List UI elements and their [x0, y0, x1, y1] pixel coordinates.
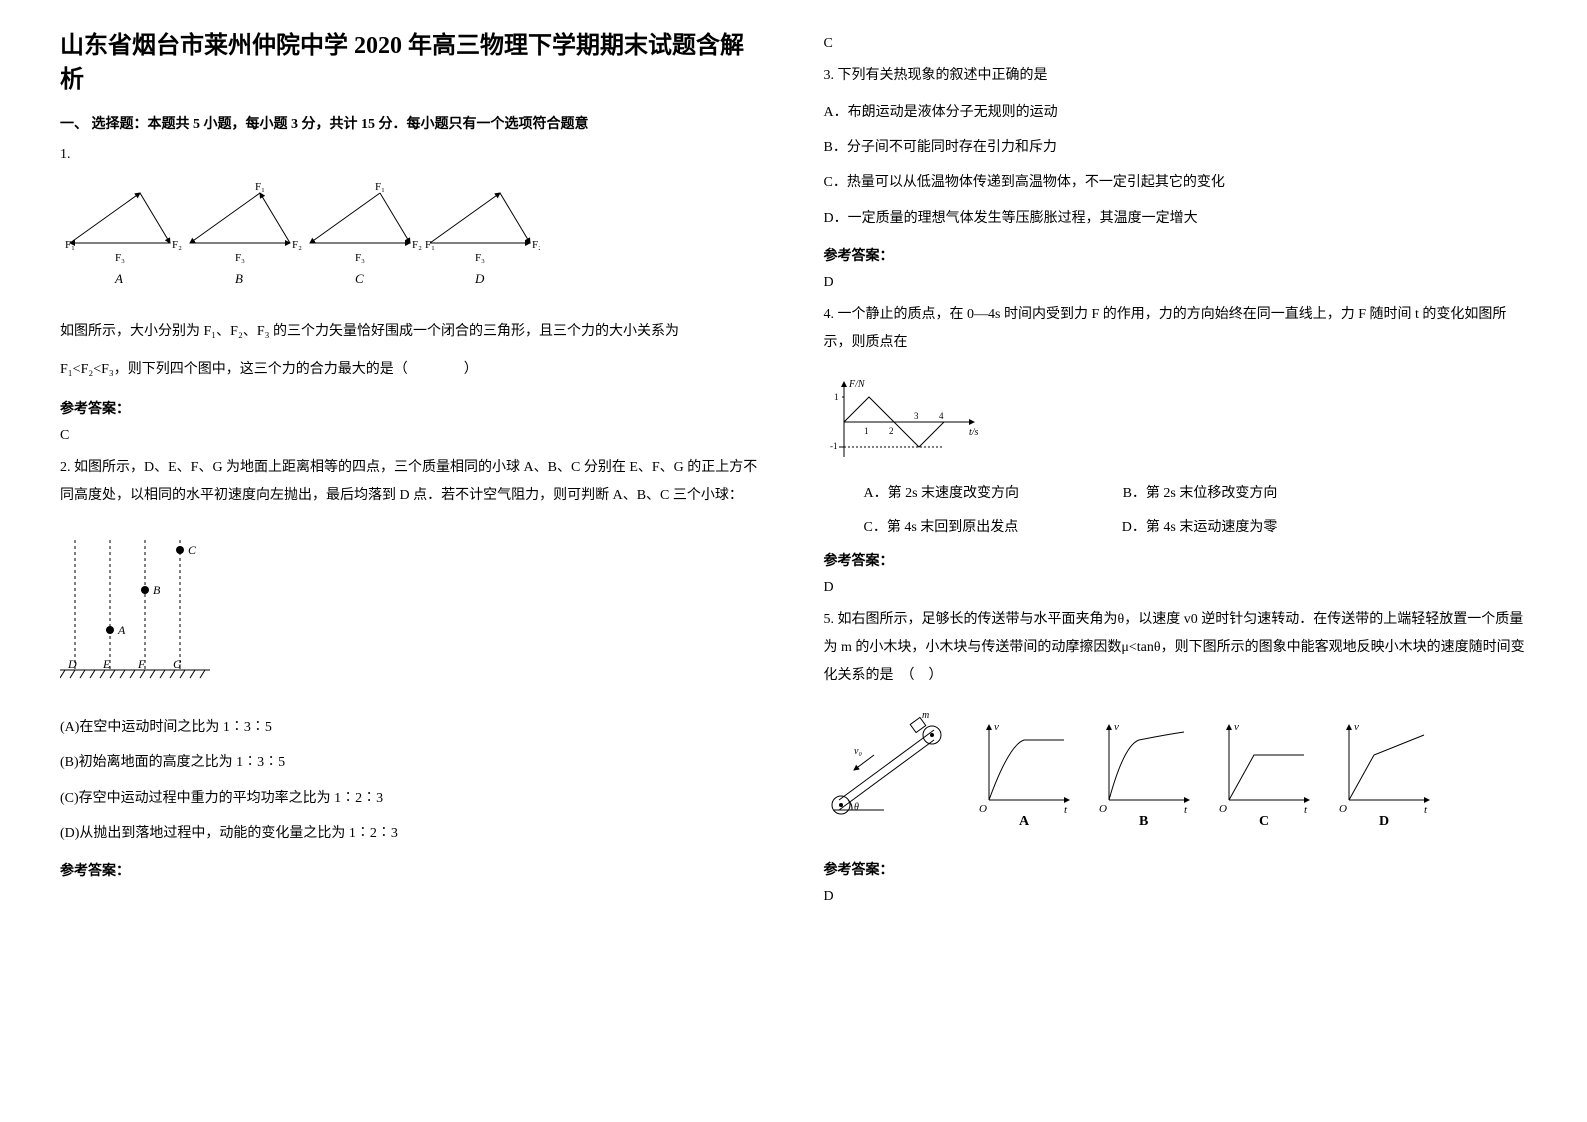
q1-text1: 如图所示，大小分别为 F₁、F₂、F₃ 的三个力矢量恰好围成一个闭合的三角形，且… [60, 318, 764, 346]
q1-f2-c: F₂ [412, 239, 422, 251]
q1-label-d: D [474, 271, 485, 286]
q4-opt-d: D．第 4s 末运动速度为零 [1122, 516, 1278, 536]
svg-text:t: t [1304, 804, 1308, 816]
svg-text:1: 1 [834, 392, 839, 402]
q2-opt-d: (D)从抛出到落地过程中，动能的变化量之比为 1∶2∶3 [60, 821, 764, 846]
svg-text:v: v [994, 721, 999, 733]
svg-text:O: O [1219, 803, 1227, 815]
q1-label-a: A [114, 271, 123, 286]
q1-f2-a: F₂ [172, 239, 182, 251]
q5-answer-label: 参考答案： [824, 859, 1528, 879]
svg-text:C: C [188, 543, 197, 557]
q1-f1-c: F₁ [375, 183, 385, 193]
q1-label-c: C [355, 271, 364, 286]
q2-diagram: A B C D E F G [60, 530, 220, 690]
q1-f2-b: F₂ [292, 239, 302, 251]
q1-f2-d: F₂ [532, 239, 540, 251]
svg-text:t: t [1424, 804, 1428, 816]
q5-num: 5. [824, 612, 835, 627]
q4-options-row1: A．第 2s 末速度改变方向 B．第 2s 末位移改变方向 [824, 482, 1528, 502]
q4-graph: F/N t/s 1 -1 1 2 3 4 [824, 377, 984, 467]
q2-opt-a: (A)在空中运动时间之比为 1∶3∶5 [60, 715, 764, 740]
q3-body: 下列有关热现象的叙述中正确的是 [838, 68, 1048, 83]
q3-opt-c: C．热量可以从低温物体传递到高温物体，不一定引起其它的变化 [824, 170, 1528, 195]
svg-text:G: G [173, 657, 182, 671]
svg-text:4: 4 [939, 411, 944, 421]
svg-text:v₀: v₀ [854, 746, 862, 757]
svg-text:D: D [67, 657, 77, 671]
q1-number: 1. [60, 147, 764, 163]
q4-body: 一个静止的质点，在 0—4s 时间内受到力 F 的作用，力的方向始终在同一直线上… [824, 307, 1507, 350]
svg-text:C: C [1259, 814, 1269, 829]
q3-opt-d: D．一定质量的理想气体发生等压膨胀过程，其温度一定增大 [824, 206, 1528, 231]
q2-opt-c: (C)存空中运动过程中重力的平均功率之比为 1∶2∶3 [60, 786, 764, 811]
svg-text:A: A [117, 623, 126, 637]
q4-options-row2: C．第 4s 末回到原出发点 D．第 4s 末运动速度为零 [824, 516, 1528, 536]
svg-text:-1: -1 [830, 441, 838, 451]
page-title: 山东省烟台市莱州仲院中学 2020 年高三物理下学期期末试题含解析 [60, 30, 764, 97]
svg-text:v: v [1114, 721, 1119, 733]
svg-text:O: O [1099, 803, 1107, 815]
q1-label-b: B [235, 271, 243, 286]
q4-opt-b: B．第 2s 末位移改变方向 [1123, 482, 1278, 502]
q1-answer: C [60, 428, 764, 444]
svg-text:B: B [153, 583, 161, 597]
q5-body: 如右图所示，足够长的传送带与水平面夹角为θ，以速度 v0 逆时针匀速转动．在传送… [824, 612, 1525, 683]
q4-num: 4. [824, 307, 835, 322]
q1-f1-b: F₁ [255, 183, 265, 193]
svg-text:t/s: t/s [969, 427, 979, 438]
q5-text: 5. 如右图所示，足够长的传送带与水平面夹角为θ，以速度 v0 逆时针匀速转动．… [824, 606, 1528, 690]
q3-opt-b: B．分子间不可能同时存在引力和斥力 [824, 135, 1528, 160]
q4-opt-a: A．第 2s 末速度改变方向 [864, 482, 1020, 502]
svg-text:B: B [1139, 814, 1148, 829]
q1-f1-d: F₁ [425, 239, 435, 251]
q4-text: 4. 一个静止的质点，在 0—4s 时间内受到力 F 的作用，力的方向始终在同一… [824, 301, 1528, 357]
svg-text:A: A [1019, 814, 1030, 829]
q2-num: 2. [60, 460, 71, 475]
q5-answer: D [824, 889, 1528, 905]
q3-answer: D [824, 275, 1528, 291]
svg-text:D: D [1379, 814, 1389, 829]
q4-answer: D [824, 580, 1528, 596]
svg-text:t: t [1064, 804, 1068, 816]
svg-text:F: F [137, 657, 146, 671]
q1-f3-c: F₃ [355, 252, 365, 264]
section-heading: 一、 选择题：本题共 5 小题，每小题 3 分，共计 15 分．每小题只有一个选… [60, 113, 764, 133]
q2-answer: C [824, 36, 1528, 52]
q3-opt-a: A．布朗运动是液体分子无规则的运动 [824, 100, 1528, 125]
svg-text:O: O [1339, 803, 1347, 815]
q4-opt-c: C．第 4s 末回到原出发点 [864, 516, 1019, 536]
right-column: C 3. 下列有关热现象的叙述中正确的是 A．布朗运动是液体分子无规则的运动 B… [824, 30, 1528, 1092]
q3-text: 3. 下列有关热现象的叙述中正确的是 [824, 62, 1528, 90]
svg-text:E: E [102, 657, 111, 671]
q1-f3-a: F₃ [115, 252, 125, 264]
svg-text:v: v [1234, 721, 1239, 733]
q5-diagram: m v₀ θ v t O A v t O B [824, 710, 1444, 830]
q1-f3-b: F₃ [235, 252, 245, 264]
svg-text:v: v [1354, 721, 1359, 733]
svg-text:2: 2 [889, 426, 894, 436]
q4-answer-label: 参考答案： [824, 550, 1528, 570]
q1-f1-a: F₁ [65, 239, 75, 251]
q3-answer-label: 参考答案： [824, 245, 1528, 265]
svg-text:O: O [979, 803, 987, 815]
q1-text2: F₁<F₂<F₃，则下列四个图中，这三个力的合力最大的是（ ） [60, 356, 764, 384]
q1-diagram: F₁ F₂ F₃ A F₁ F₂ F₃ B F₁ F₂ F₃ C [60, 183, 540, 293]
left-column: 山东省烟台市莱州仲院中学 2020 年高三物理下学期期末试题含解析 一、 选择题… [60, 30, 764, 1092]
svg-text:m: m [922, 710, 929, 721]
q3-num: 3. [824, 68, 835, 83]
q2-body: 如图所示，D、E、F、G 为地面上距离相等的四点，三个质量相同的小球 A、B、C… [60, 460, 757, 503]
svg-text:1: 1 [864, 426, 869, 436]
q1-answer-label: 参考答案： [60, 398, 764, 418]
svg-text:F/N: F/N [848, 379, 866, 390]
svg-text:θ: θ [854, 802, 859, 813]
svg-text:t: t [1184, 804, 1188, 816]
q1-f3-d: F₃ [475, 252, 485, 264]
q2-text: 2. 如图所示，D、E、F、G 为地面上距离相等的四点，三个质量相同的小球 A、… [60, 454, 764, 510]
svg-text:3: 3 [914, 411, 919, 421]
q2-opt-b: (B)初始离地面的高度之比为 1∶3∶5 [60, 750, 764, 775]
q2-answer-label: 参考答案： [60, 860, 764, 880]
